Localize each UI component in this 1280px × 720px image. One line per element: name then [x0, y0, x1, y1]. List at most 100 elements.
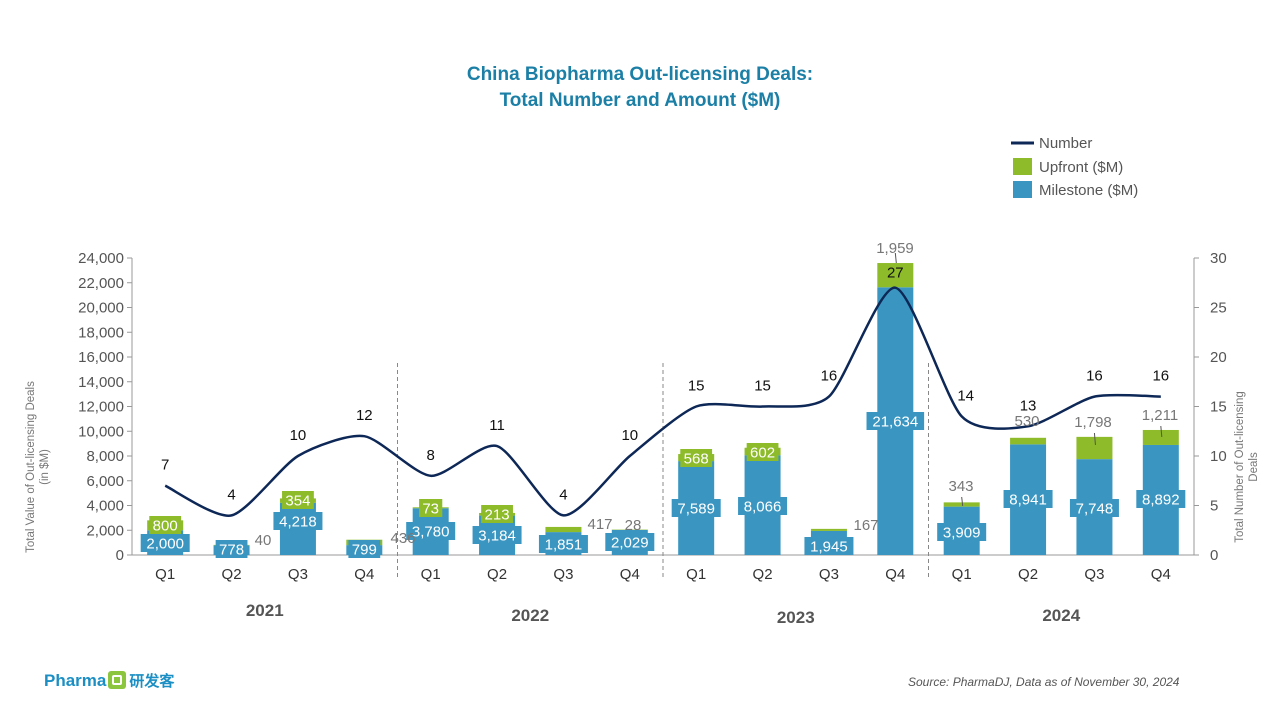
upfront-data-label: 1,959 — [876, 240, 914, 257]
upfront-data-label: 73 — [422, 501, 439, 518]
number-series-line — [164, 286, 1161, 517]
upfront-data-label-bg — [419, 499, 443, 517]
number-data-label: 15 — [754, 378, 771, 395]
upfront-data-label: 530 — [1014, 413, 1039, 430]
x-tick-label: Q3 — [819, 566, 839, 583]
chart-title: China Biopharma Out-licensing Deals: — [466, 64, 814, 85]
milestone-data-label: 1,851 — [545, 537, 583, 554]
y-tick-label: 18,000 — [78, 324, 124, 341]
legend-upfront-swatch — [1013, 158, 1032, 175]
number-data-label: 4 — [227, 486, 235, 503]
number-data-label: 15 — [688, 378, 705, 395]
milestone-data-label-bg — [605, 533, 655, 551]
callout-leader-line — [961, 496, 964, 507]
upfront-data-label-bg — [149, 516, 182, 534]
x-tick-label: Q3 — [288, 566, 308, 583]
x-tick-label: Q4 — [354, 566, 374, 583]
upfront-data-label: 40 — [255, 532, 272, 549]
callout-leader-line — [894, 252, 897, 264]
upfront-data-label-bg — [680, 449, 713, 467]
logo-cn: 研发客 — [129, 673, 175, 690]
number-data-label: 11 — [489, 417, 505, 434]
milestone-data-label: 7,748 — [1076, 501, 1114, 518]
y2-tick-label: 15 — [1210, 399, 1227, 416]
legend-label: Milestone ($M) — [1039, 182, 1138, 199]
y2-tick-label: 10 — [1210, 448, 1227, 465]
x-tick-label: Q1 — [952, 566, 972, 583]
upfront-data-label: 568 — [684, 451, 709, 468]
milestone-data-label: 1,945 — [810, 539, 848, 556]
y-axis-title-line: (in $M) — [39, 449, 51, 485]
x-tick-label: Q2 — [222, 566, 242, 583]
y2-axis-title: Total Number of Out-licensing Deals — [1234, 391, 1260, 542]
milestone-data-label-bg — [866, 412, 925, 430]
milestone-data-label-bg — [472, 526, 522, 544]
x-tick-label: Q4 — [1151, 566, 1171, 583]
number-data-label: 7 — [161, 457, 169, 474]
milestone-data-label: 8,941 — [1009, 492, 1047, 509]
callout-leader-line — [1093, 432, 1096, 446]
number-data-label: 16 — [821, 368, 838, 385]
x-tick-label: Q3 — [553, 566, 573, 583]
upfront-data-label: 1,798 — [1074, 414, 1112, 431]
logo-mark-icon — [108, 671, 127, 689]
y-tick-label: 14,000 — [78, 374, 124, 391]
number-data-label: 12 — [356, 407, 373, 424]
milestone-data-label-bg — [1003, 490, 1053, 508]
number-data-label: 27 — [887, 265, 904, 282]
upfront-data-label: 1,211 — [1142, 407, 1178, 424]
y-tick-label: 0 — [116, 547, 124, 564]
y-tick-label: 24,000 — [78, 250, 124, 267]
x-tick-label: Q2 — [753, 566, 773, 583]
year-label: 2021 — [246, 601, 284, 620]
upfront-bar — [943, 502, 980, 507]
milestone-data-label-bg — [348, 540, 381, 558]
y-tick-label: 12,000 — [78, 399, 124, 416]
upfront-data-label: 167 — [853, 517, 878, 534]
logo-text: Pharma — [44, 671, 107, 690]
milestone-data-label-bg — [215, 540, 248, 558]
upfront-data-label: 343 — [948, 478, 973, 495]
upfront-data-label: 602 — [750, 445, 775, 462]
number-data-label: 10 — [621, 427, 638, 444]
milestone-data-label: 3,184 — [478, 528, 516, 545]
upfront-bar — [545, 526, 582, 533]
y-axis-title: Total Value of Out-licensing Deals (in $M… — [25, 381, 51, 553]
number-data-label: 10 — [290, 427, 307, 444]
y-tick-label: 22,000 — [78, 275, 124, 292]
milestone-data-label-bg — [1136, 490, 1186, 508]
milestone-data-label-bg — [937, 523, 987, 541]
number-data-label: 13 — [1020, 397, 1037, 414]
source-note: Source: PharmaDJ, Data as of November 30… — [908, 675, 1180, 689]
y-tick-label: 16,000 — [78, 349, 124, 366]
y2-tick-label: 25 — [1210, 300, 1227, 317]
upfront-data-label: 417 — [587, 516, 612, 533]
x-tick-label: Q4 — [885, 566, 905, 583]
y2-axis-title-line: Deals — [1248, 452, 1260, 482]
y-tick-label: 10,000 — [78, 423, 124, 440]
y2-tick-label: 30 — [1210, 250, 1227, 267]
milestone-data-label-bg — [671, 499, 721, 517]
y2-tick-label: 0 — [1210, 547, 1218, 564]
y-axis-title-line: Total Value of Out-licensing Deals — [25, 381, 37, 553]
y2-axis-title-line: Total Number of Out-licensing — [1234, 391, 1246, 542]
upfront-bar — [810, 528, 847, 531]
number-data-label: 16 — [1086, 368, 1103, 385]
milestone-data-label-bg — [273, 512, 323, 530]
x-tick-label: Q3 — [1084, 566, 1104, 583]
x-tick-label: Q1 — [686, 566, 706, 583]
y-tick-label: 8,000 — [86, 448, 124, 465]
milestone-data-label: 2,029 — [611, 535, 649, 552]
upfront-data-label-bg — [282, 491, 314, 509]
milestone-data-label: 2,000 — [146, 536, 184, 553]
legend-milestone-swatch — [1013, 181, 1032, 198]
chart-subtitle: Total Number and Amount ($M) — [499, 90, 781, 111]
y-tick-label: 6,000 — [86, 473, 124, 490]
year-label: 2023 — [777, 608, 815, 627]
milestone-data-label: 8,892 — [1142, 492, 1180, 509]
number-data-label: 8 — [427, 447, 435, 464]
brand-logo: Pharma 研发客 — [44, 670, 174, 691]
milestone-data-label: 4,218 — [279, 514, 317, 531]
x-tick-label: Q2 — [487, 566, 507, 583]
